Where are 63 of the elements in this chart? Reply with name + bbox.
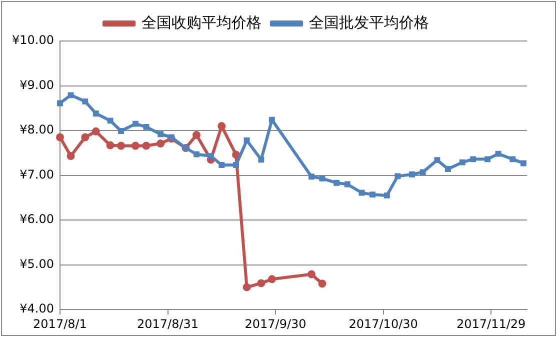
point	[194, 151, 200, 158]
point	[143, 124, 150, 130]
point	[82, 98, 88, 104]
point	[510, 156, 516, 162]
point	[420, 169, 426, 176]
x-tick-label: 2017/10/30	[348, 316, 418, 331]
point	[158, 131, 164, 138]
point	[192, 131, 200, 140]
x-tick-label: 2017/9/30	[244, 316, 306, 331]
point	[319, 175, 326, 182]
point	[318, 280, 326, 288]
x-tick-label: 2017/11/29	[456, 316, 526, 331]
point	[106, 141, 114, 150]
point	[495, 150, 502, 157]
point	[307, 270, 316, 278]
point	[409, 171, 416, 178]
point	[131, 142, 140, 150]
y-tick-label: ¥9.00	[20, 78, 54, 92]
point	[57, 100, 63, 106]
y-tick-label: ¥7.00	[20, 167, 54, 182]
legend-label: 全国收购平均价格	[142, 13, 262, 32]
point	[142, 142, 150, 150]
point	[242, 283, 251, 292]
point	[520, 160, 526, 166]
point	[268, 275, 276, 284]
y-tick-label: ¥8.00	[20, 122, 54, 137]
point	[81, 133, 90, 142]
point	[92, 127, 100, 136]
point	[233, 162, 239, 168]
point	[258, 156, 264, 163]
point	[394, 173, 401, 180]
point	[344, 181, 350, 188]
point	[444, 166, 451, 172]
point	[118, 128, 124, 134]
point	[92, 110, 99, 116]
point	[244, 137, 250, 144]
y-tick-label: ¥4.00	[20, 302, 54, 316]
point	[117, 142, 126, 150]
point	[156, 140, 165, 148]
point	[370, 192, 376, 198]
point	[56, 133, 64, 142]
y-tick-label: ¥10.00	[12, 33, 54, 48]
point	[268, 116, 275, 123]
point	[218, 162, 225, 168]
point	[470, 156, 476, 162]
point	[334, 180, 340, 186]
point	[208, 153, 214, 160]
point	[434, 157, 440, 164]
point	[132, 120, 138, 127]
point	[308, 174, 314, 180]
point	[384, 192, 390, 198]
x-tick-label: 2017/8/31	[136, 316, 199, 331]
point	[66, 152, 75, 160]
y-tick-label: ¥6.00	[20, 212, 54, 226]
point	[168, 134, 174, 140]
point	[107, 118, 114, 124]
point	[484, 156, 490, 162]
y-tick-label: ¥5.00	[20, 256, 54, 271]
point	[68, 92, 74, 98]
point	[257, 279, 266, 288]
legend-label: 全国批发平均价格	[309, 13, 429, 32]
x-tick-label: 2017/8/1	[33, 316, 87, 331]
point	[459, 159, 466, 166]
